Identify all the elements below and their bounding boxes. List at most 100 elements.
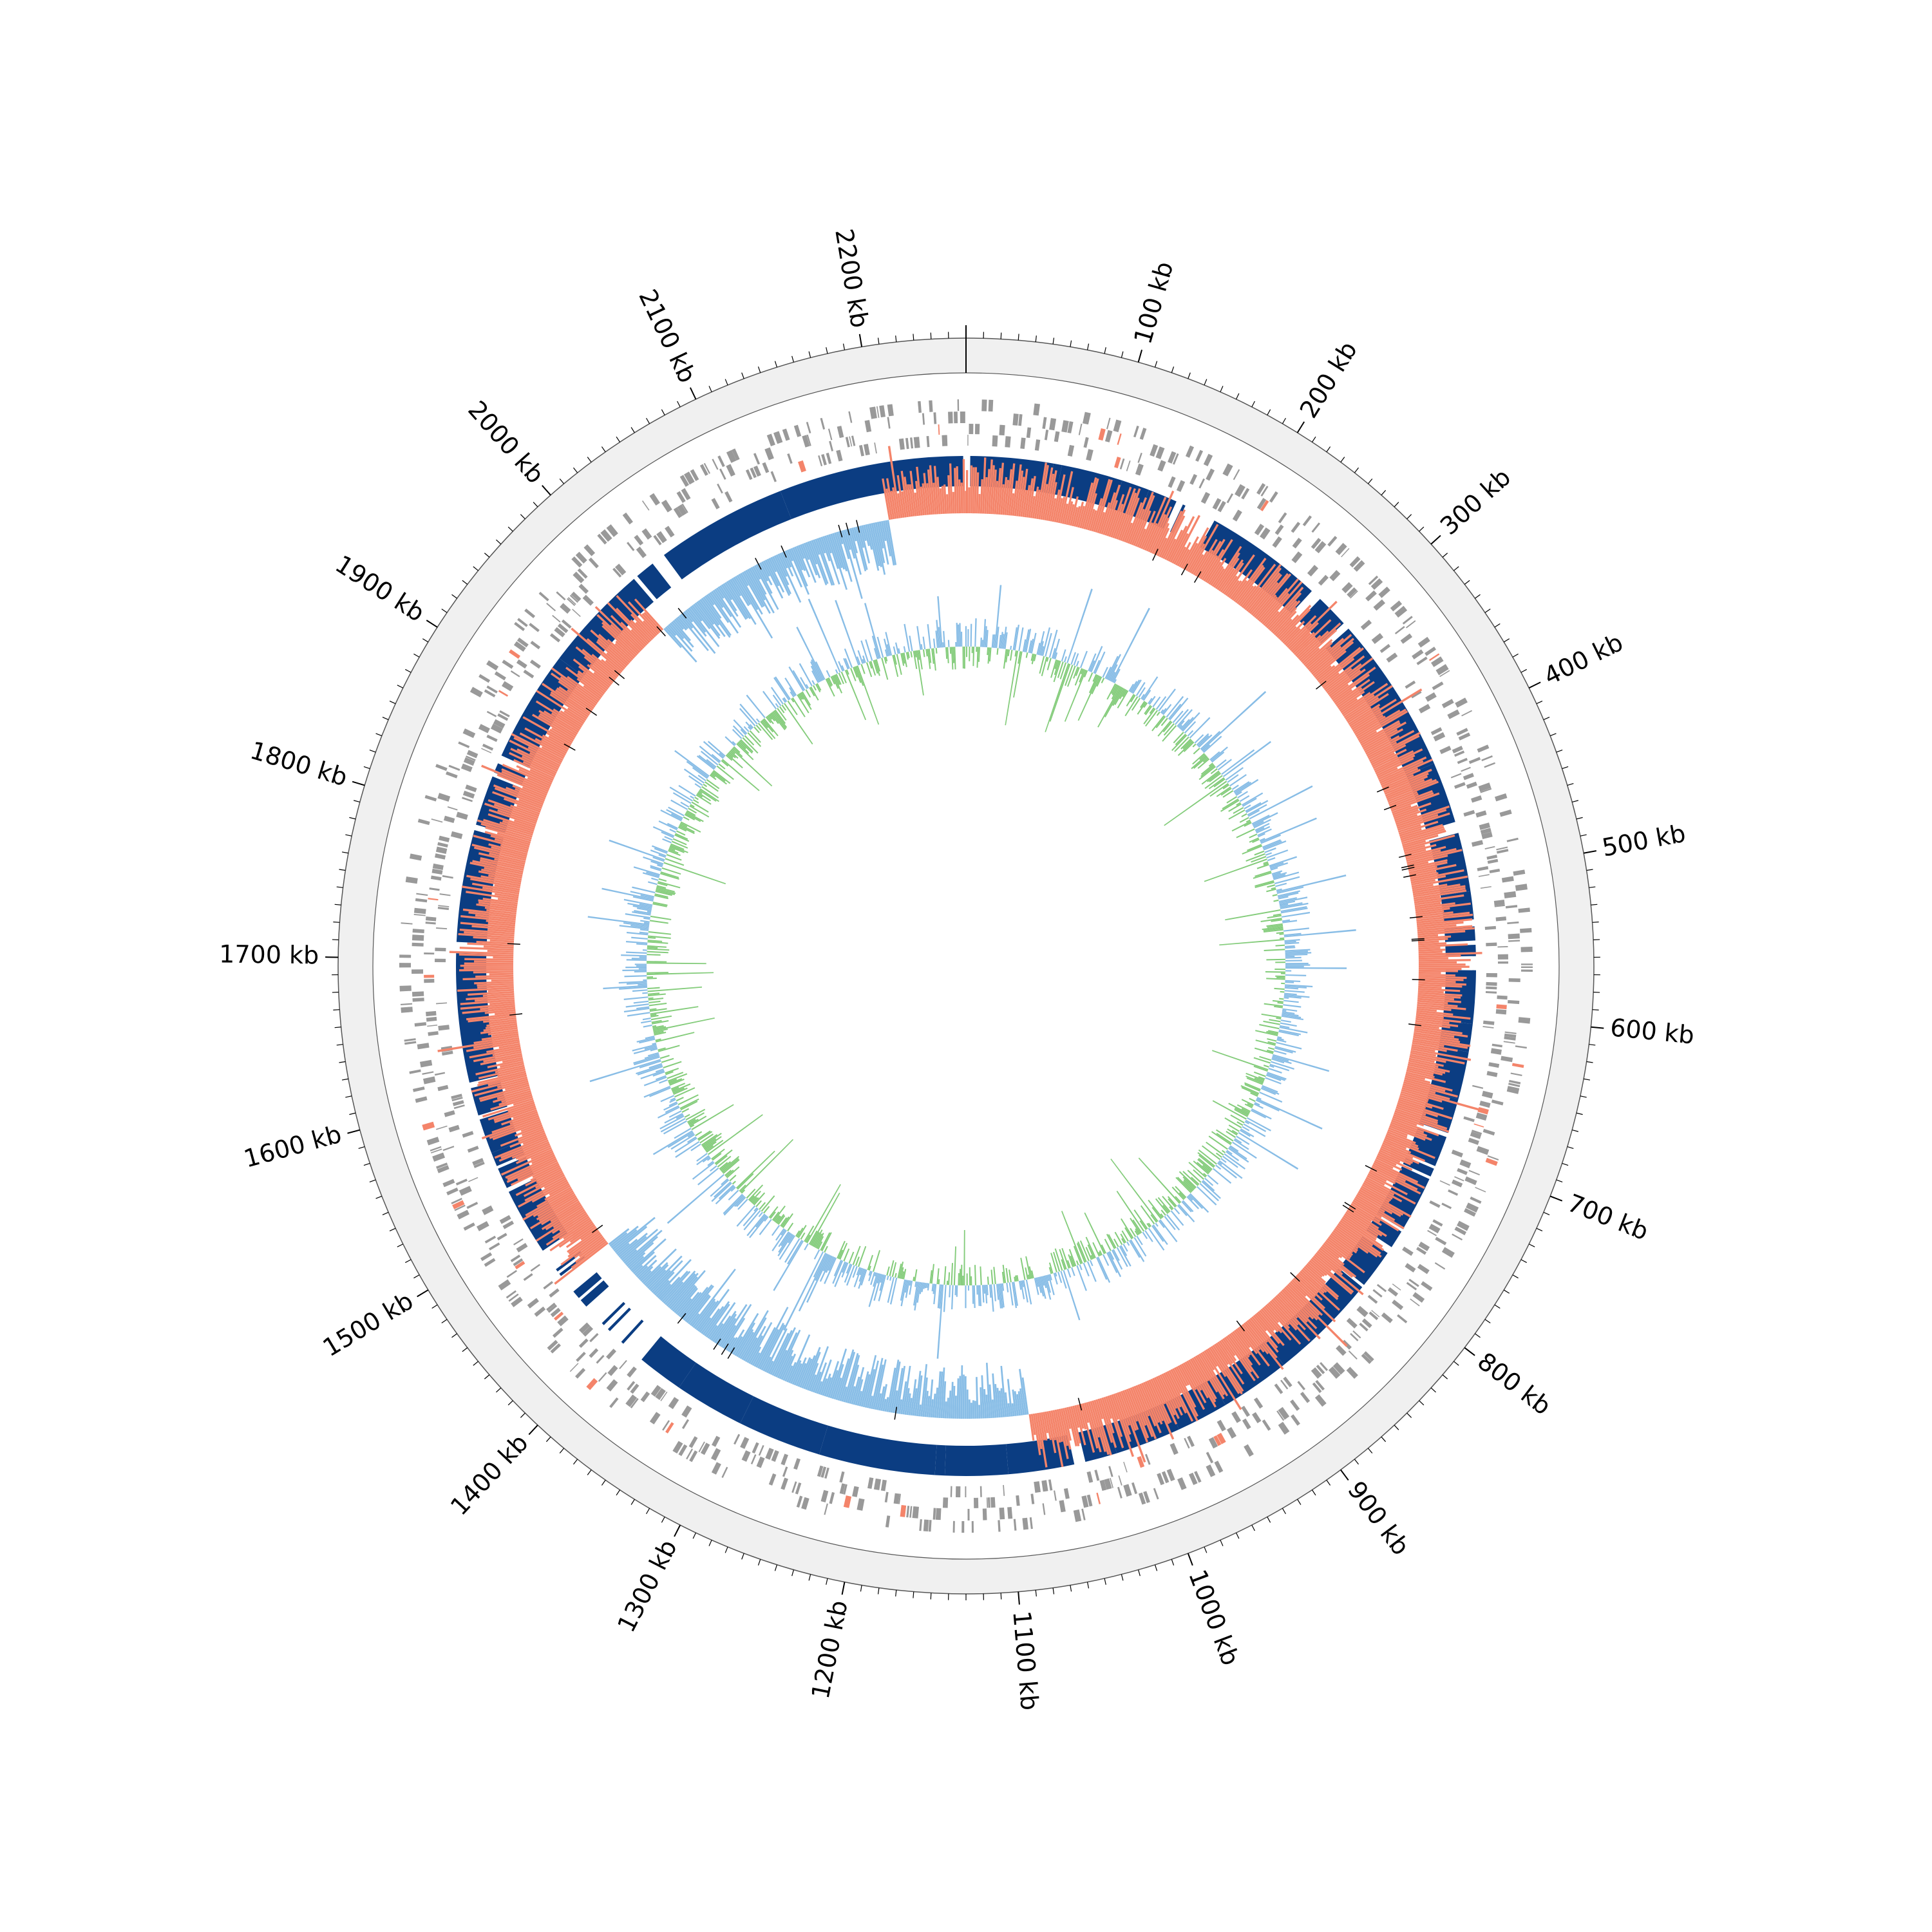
gc-inward-bar (1003, 649, 1007, 669)
gc-inward-bar (1018, 651, 1021, 664)
skew-negative-bar (614, 1226, 648, 1253)
feature-mark (967, 435, 969, 446)
gc-inward-bar (653, 1017, 715, 1032)
skew-positive-bar (1416, 911, 1454, 918)
skew-positive-bar (507, 1156, 556, 1180)
skew-positive-bar (492, 791, 542, 811)
gc-outward-bar (734, 1195, 745, 1208)
feature-mark (1260, 527, 1271, 540)
gc-outward-bar (985, 1285, 988, 1303)
gc-inward-bar (914, 1269, 918, 1282)
skew-positive-bar (1105, 1396, 1124, 1448)
feature-mark (793, 1458, 801, 1470)
skew-positive-bar (521, 1126, 544, 1137)
gc-outward-bar (636, 965, 647, 967)
gc-outward-bar (984, 626, 987, 647)
gc-inward-bar (1068, 1254, 1074, 1267)
skew-positive-bar (1074, 506, 1081, 527)
gc-inward-bar (1261, 1013, 1282, 1018)
minor-tick (462, 1347, 468, 1352)
skew-positive-bar (1411, 875, 1468, 888)
feature-mark (791, 1481, 797, 1493)
skew-positive-bar (483, 1052, 522, 1063)
gc-outward-bar (1285, 960, 1302, 961)
gc-outward-bar (1042, 627, 1051, 656)
feature-mark (1480, 788, 1492, 793)
skew-positive-bar (1026, 478, 1034, 518)
feature-mark (1397, 1314, 1408, 1323)
feature-mark (1241, 488, 1250, 500)
skew-negative-bar (721, 1325, 737, 1348)
feature-mark (1206, 468, 1215, 481)
gc-inward-bar (1066, 1260, 1071, 1269)
feature-mark (482, 1205, 494, 1215)
feature-mark (516, 638, 529, 648)
feature-mark (641, 528, 652, 540)
skew-positive-bar (984, 477, 988, 514)
gc-outward-bar (885, 632, 893, 656)
skew-positive-bar (481, 1033, 519, 1041)
feature-mark (1496, 849, 1509, 854)
feature-mark (1387, 1287, 1399, 1297)
gc-outward-bar (772, 694, 782, 706)
gc-inward-bar (966, 647, 968, 658)
skew-negative-bar (679, 614, 709, 652)
gc-outward-bar (909, 1280, 911, 1286)
skew-positive-bar (598, 634, 631, 663)
skew-positive-bar (1390, 1121, 1428, 1137)
gc-outward-bar (632, 905, 652, 911)
skew-positive-bar (1144, 1381, 1164, 1422)
skew-positive-bar (1157, 1375, 1180, 1419)
gc-inward-bar (843, 1248, 850, 1262)
gc-outward-bar (1159, 1219, 1178, 1242)
conserved-block (819, 1425, 937, 1475)
gc-outward-bar (1279, 896, 1308, 904)
gc-inward-bar (653, 1030, 664, 1034)
skew-positive-bar (1360, 722, 1401, 746)
feature-mark (719, 468, 726, 480)
skew-positive-bar (1223, 575, 1238, 595)
gc-outward-bar (772, 1229, 788, 1251)
gc-inward-bar (768, 1206, 779, 1218)
gc-outward-bar (1001, 1283, 1005, 1291)
gc-outward-bar (1244, 804, 1251, 810)
skew-positive-bar (1122, 1390, 1139, 1430)
minor-tick (877, 1587, 880, 1595)
gc-outward-bar (657, 864, 663, 867)
feature-mark (530, 1264, 540, 1272)
skew-positive-bar (1056, 498, 1063, 523)
minor-tick (724, 379, 728, 386)
skew-negative-bar (709, 592, 739, 634)
skew-positive-bar (1214, 1343, 1229, 1365)
feature-mark (1099, 1479, 1107, 1491)
feature-mark (527, 1298, 539, 1309)
gc-inward-bar (1216, 1129, 1234, 1142)
gc-inward-bar (1146, 1223, 1151, 1228)
skew-negative-bar (788, 549, 810, 595)
gc-inward-bar (928, 649, 932, 663)
feature-mark (1327, 536, 1338, 547)
feature-mark (998, 1520, 1001, 1532)
gc-inward-bar (1179, 1171, 1197, 1188)
feature-mark (425, 922, 436, 925)
skew-negative-bar (1000, 1388, 1005, 1417)
feature-mark (435, 764, 448, 772)
skew-positive-bar (1184, 1361, 1202, 1391)
skew-positive-bar (1384, 775, 1428, 795)
gc-inward-bar (687, 1112, 705, 1123)
gc-outward-bar (636, 943, 648, 945)
skew-positive-bar (1312, 1255, 1332, 1272)
skew-positive-bar (1412, 1041, 1458, 1052)
skew-negative-bar (770, 1330, 793, 1375)
skew-positive-bar (907, 484, 913, 517)
minor-tick (1121, 1574, 1124, 1581)
gc-outward-bar (860, 640, 869, 663)
feature-mark (582, 1325, 594, 1337)
skew-positive-bar (466, 891, 518, 901)
skew-positive-bar (915, 480, 921, 516)
skew-negative-bar (617, 1238, 638, 1256)
gc-inward-bar (1143, 702, 1148, 708)
skew-negative-bar (938, 1371, 943, 1418)
gc-inward-bar (838, 672, 844, 685)
gc-outward-bar (937, 1284, 941, 1309)
